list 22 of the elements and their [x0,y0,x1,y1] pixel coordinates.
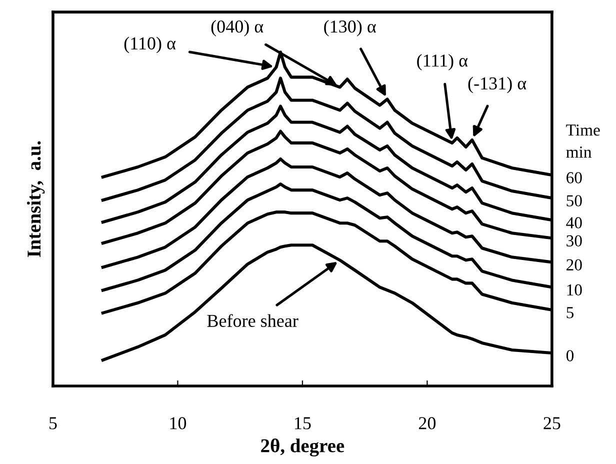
series-label: 30 [566,235,582,246]
annotation: (130) α [324,20,376,36]
x-tick-label: 5 [50,417,57,430]
y-axis-title: Intensity, a.u. [26,141,45,258]
series-label: 60 [566,172,582,184]
legend-title: Time min [566,124,600,158]
x-axis-title: 2θ, degree [261,438,344,456]
series-label: 0 [566,350,574,362]
series-label: 40 [566,217,582,228]
series-label: 5 [566,307,574,318]
x-tick-label: 25 [544,417,560,430]
series-label: 20 [566,259,582,271]
annotation: (110) α [124,36,176,54]
annotation: Before shear [207,314,298,327]
series-label: 50 [566,195,582,206]
x-tick-label: 15 [295,417,311,430]
series-label: 10 [567,284,582,296]
x-tick-label: 10 [170,417,186,430]
x-tick-label: 20 [418,417,436,430]
annotation: (111) α [417,54,468,70]
annotation: (040) α [211,20,264,36]
annotation: (-131) α [468,76,526,94]
